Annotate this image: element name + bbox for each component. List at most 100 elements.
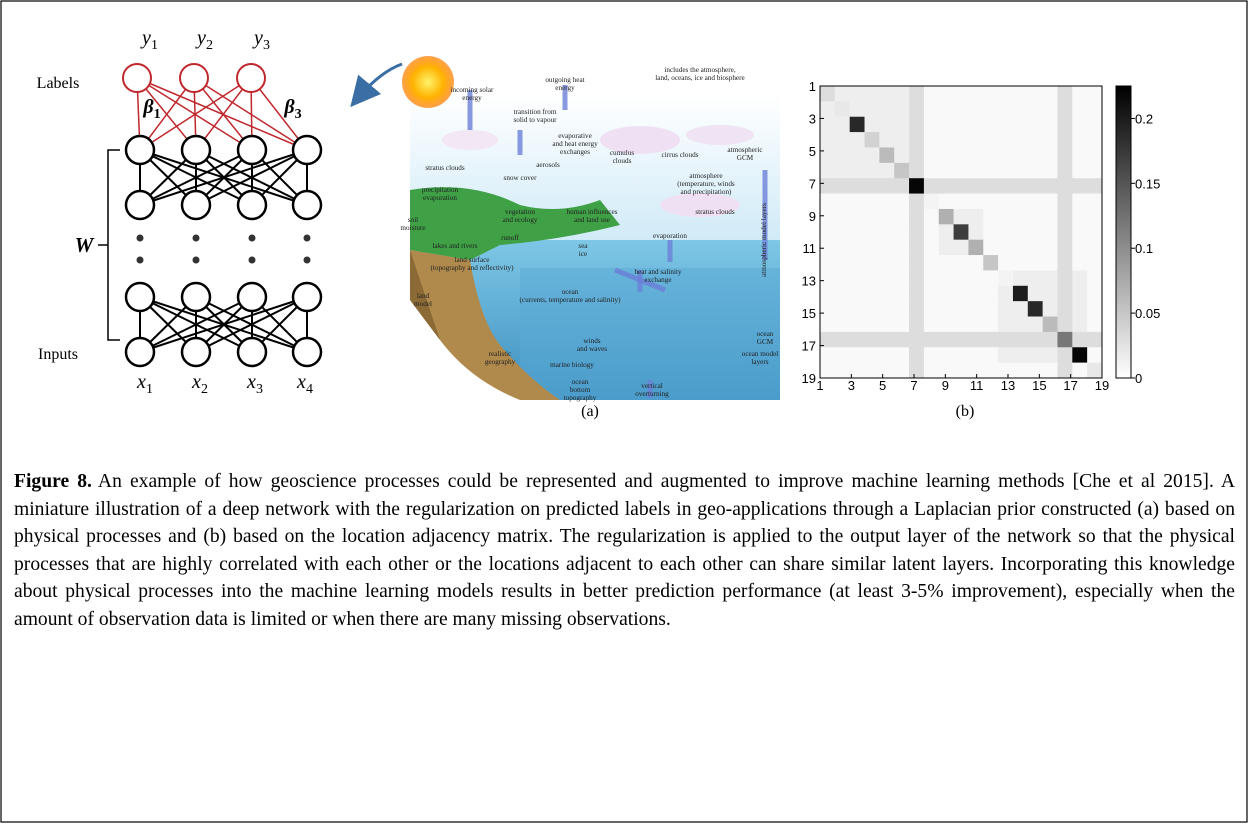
matrix-cell bbox=[1072, 132, 1087, 148]
matrix-cell bbox=[820, 86, 835, 102]
climate-label: and land use bbox=[574, 216, 610, 224]
matrix-cell bbox=[1087, 178, 1102, 194]
matrix-cell bbox=[998, 224, 1013, 240]
matrix-cell bbox=[1028, 363, 1043, 379]
climate-label: snow cover bbox=[504, 174, 538, 182]
matrix-cell bbox=[968, 301, 983, 317]
matrix-cell bbox=[924, 240, 939, 256]
matrix-cell bbox=[1087, 209, 1102, 225]
climate-label: outgoing heat bbox=[545, 76, 584, 84]
matrix-cell bbox=[1043, 101, 1058, 117]
matrix-cell bbox=[998, 301, 1013, 317]
matrix-cell bbox=[820, 255, 835, 271]
matrix-cell bbox=[968, 194, 983, 210]
matrix-cell bbox=[820, 286, 835, 302]
matrix-cell bbox=[835, 101, 850, 117]
matrix-cell bbox=[909, 240, 924, 256]
matrix-cell bbox=[909, 317, 924, 333]
matrix-cell bbox=[1013, 194, 1028, 210]
matrix-cell bbox=[1087, 332, 1102, 348]
matrix-cell bbox=[983, 255, 998, 271]
matrix-cell bbox=[820, 363, 835, 379]
matrix-cell bbox=[998, 117, 1013, 133]
matrix-cell bbox=[1043, 363, 1058, 379]
matrix-cell bbox=[924, 286, 939, 302]
matrix-cell bbox=[835, 194, 850, 210]
climate-label: atmospheric bbox=[727, 146, 762, 154]
x-tick-label: 11 bbox=[970, 378, 984, 393]
matrix-cell bbox=[954, 209, 969, 225]
matrix-cell bbox=[998, 178, 1013, 194]
output-label-symbol: y bbox=[252, 27, 263, 49]
matrix-cell bbox=[835, 255, 850, 271]
climate-label: evaporation bbox=[653, 232, 687, 240]
colorbar-tick-label: 0.2 bbox=[1135, 111, 1153, 126]
matrix-cell bbox=[879, 240, 894, 256]
matrix-cell bbox=[835, 332, 850, 348]
matrix-cell bbox=[1013, 132, 1028, 148]
matrix-cell bbox=[1087, 163, 1102, 179]
matrix-cell bbox=[894, 363, 909, 379]
x-tick-label: 19 bbox=[1095, 378, 1109, 393]
matrix-cell bbox=[939, 240, 954, 256]
matrix-cell bbox=[865, 317, 880, 333]
matrix-cell bbox=[1013, 224, 1028, 240]
hidden-node bbox=[182, 191, 210, 219]
matrix-cell bbox=[850, 132, 865, 148]
hidden-node bbox=[293, 191, 321, 219]
climate-label: land, oceans, ice and biosphere bbox=[655, 74, 744, 82]
matrix-cell bbox=[894, 86, 909, 102]
matrix-cell bbox=[954, 317, 969, 333]
matrix-cell bbox=[998, 194, 1013, 210]
matrix-cell bbox=[850, 270, 865, 286]
matrix-cell bbox=[968, 86, 983, 102]
hidden-node bbox=[182, 136, 210, 164]
climate-label: ice bbox=[579, 250, 587, 258]
x-tick-label: 5 bbox=[879, 378, 886, 393]
climate-label: land bbox=[417, 292, 430, 300]
matrix-cell bbox=[1028, 178, 1043, 194]
matrix-cell bbox=[939, 286, 954, 302]
climate-label: geography bbox=[485, 358, 516, 366]
matrix-cell bbox=[909, 255, 924, 271]
matrix-cell bbox=[924, 101, 939, 117]
matrix-cell bbox=[939, 301, 954, 317]
matrix-cell bbox=[820, 101, 835, 117]
climate-label: overturning bbox=[635, 390, 669, 398]
matrix-cell bbox=[968, 317, 983, 333]
matrix-cell bbox=[865, 178, 880, 194]
matrix-cell bbox=[924, 347, 939, 363]
climate-label: transition from bbox=[514, 108, 557, 116]
matrix-cell bbox=[998, 286, 1013, 302]
climate-label: solid to vapour bbox=[513, 116, 557, 124]
matrix-cell bbox=[968, 224, 983, 240]
matrix-cell bbox=[983, 194, 998, 210]
matrix-cell bbox=[1057, 347, 1072, 363]
matrix-cell bbox=[1087, 101, 1102, 117]
matrix-cell bbox=[1028, 132, 1043, 148]
matrix-cell bbox=[1013, 178, 1028, 194]
matrix-cell bbox=[1028, 147, 1043, 163]
matrix-cell bbox=[1072, 147, 1087, 163]
matrix-cell bbox=[998, 163, 1013, 179]
matrix-cell bbox=[924, 255, 939, 271]
matrix-cell bbox=[939, 163, 954, 179]
matrix-cell bbox=[820, 209, 835, 225]
matrix-cell bbox=[998, 332, 1013, 348]
matrix-cell bbox=[968, 286, 983, 302]
matrix-cell bbox=[850, 347, 865, 363]
climate-label: exchange bbox=[644, 276, 671, 284]
matrix-cell bbox=[1072, 270, 1087, 286]
matrix-cell bbox=[939, 209, 954, 225]
figure: WLabelsInputsy1y2y3β1β3x1x2x3x4incoming … bbox=[0, 0, 1249, 824]
matrix-cell bbox=[1043, 317, 1058, 333]
x-tick-label: 17 bbox=[1063, 378, 1077, 393]
matrix-cell bbox=[820, 117, 835, 133]
matrix-cell bbox=[879, 132, 894, 148]
climate-label: evaporation bbox=[423, 194, 457, 202]
matrix-cell bbox=[924, 332, 939, 348]
y-tick-label: 13 bbox=[802, 274, 816, 289]
matrix-cell bbox=[1028, 86, 1043, 102]
matrix-cell bbox=[835, 209, 850, 225]
beta-label-subscript: 3 bbox=[295, 107, 302, 122]
